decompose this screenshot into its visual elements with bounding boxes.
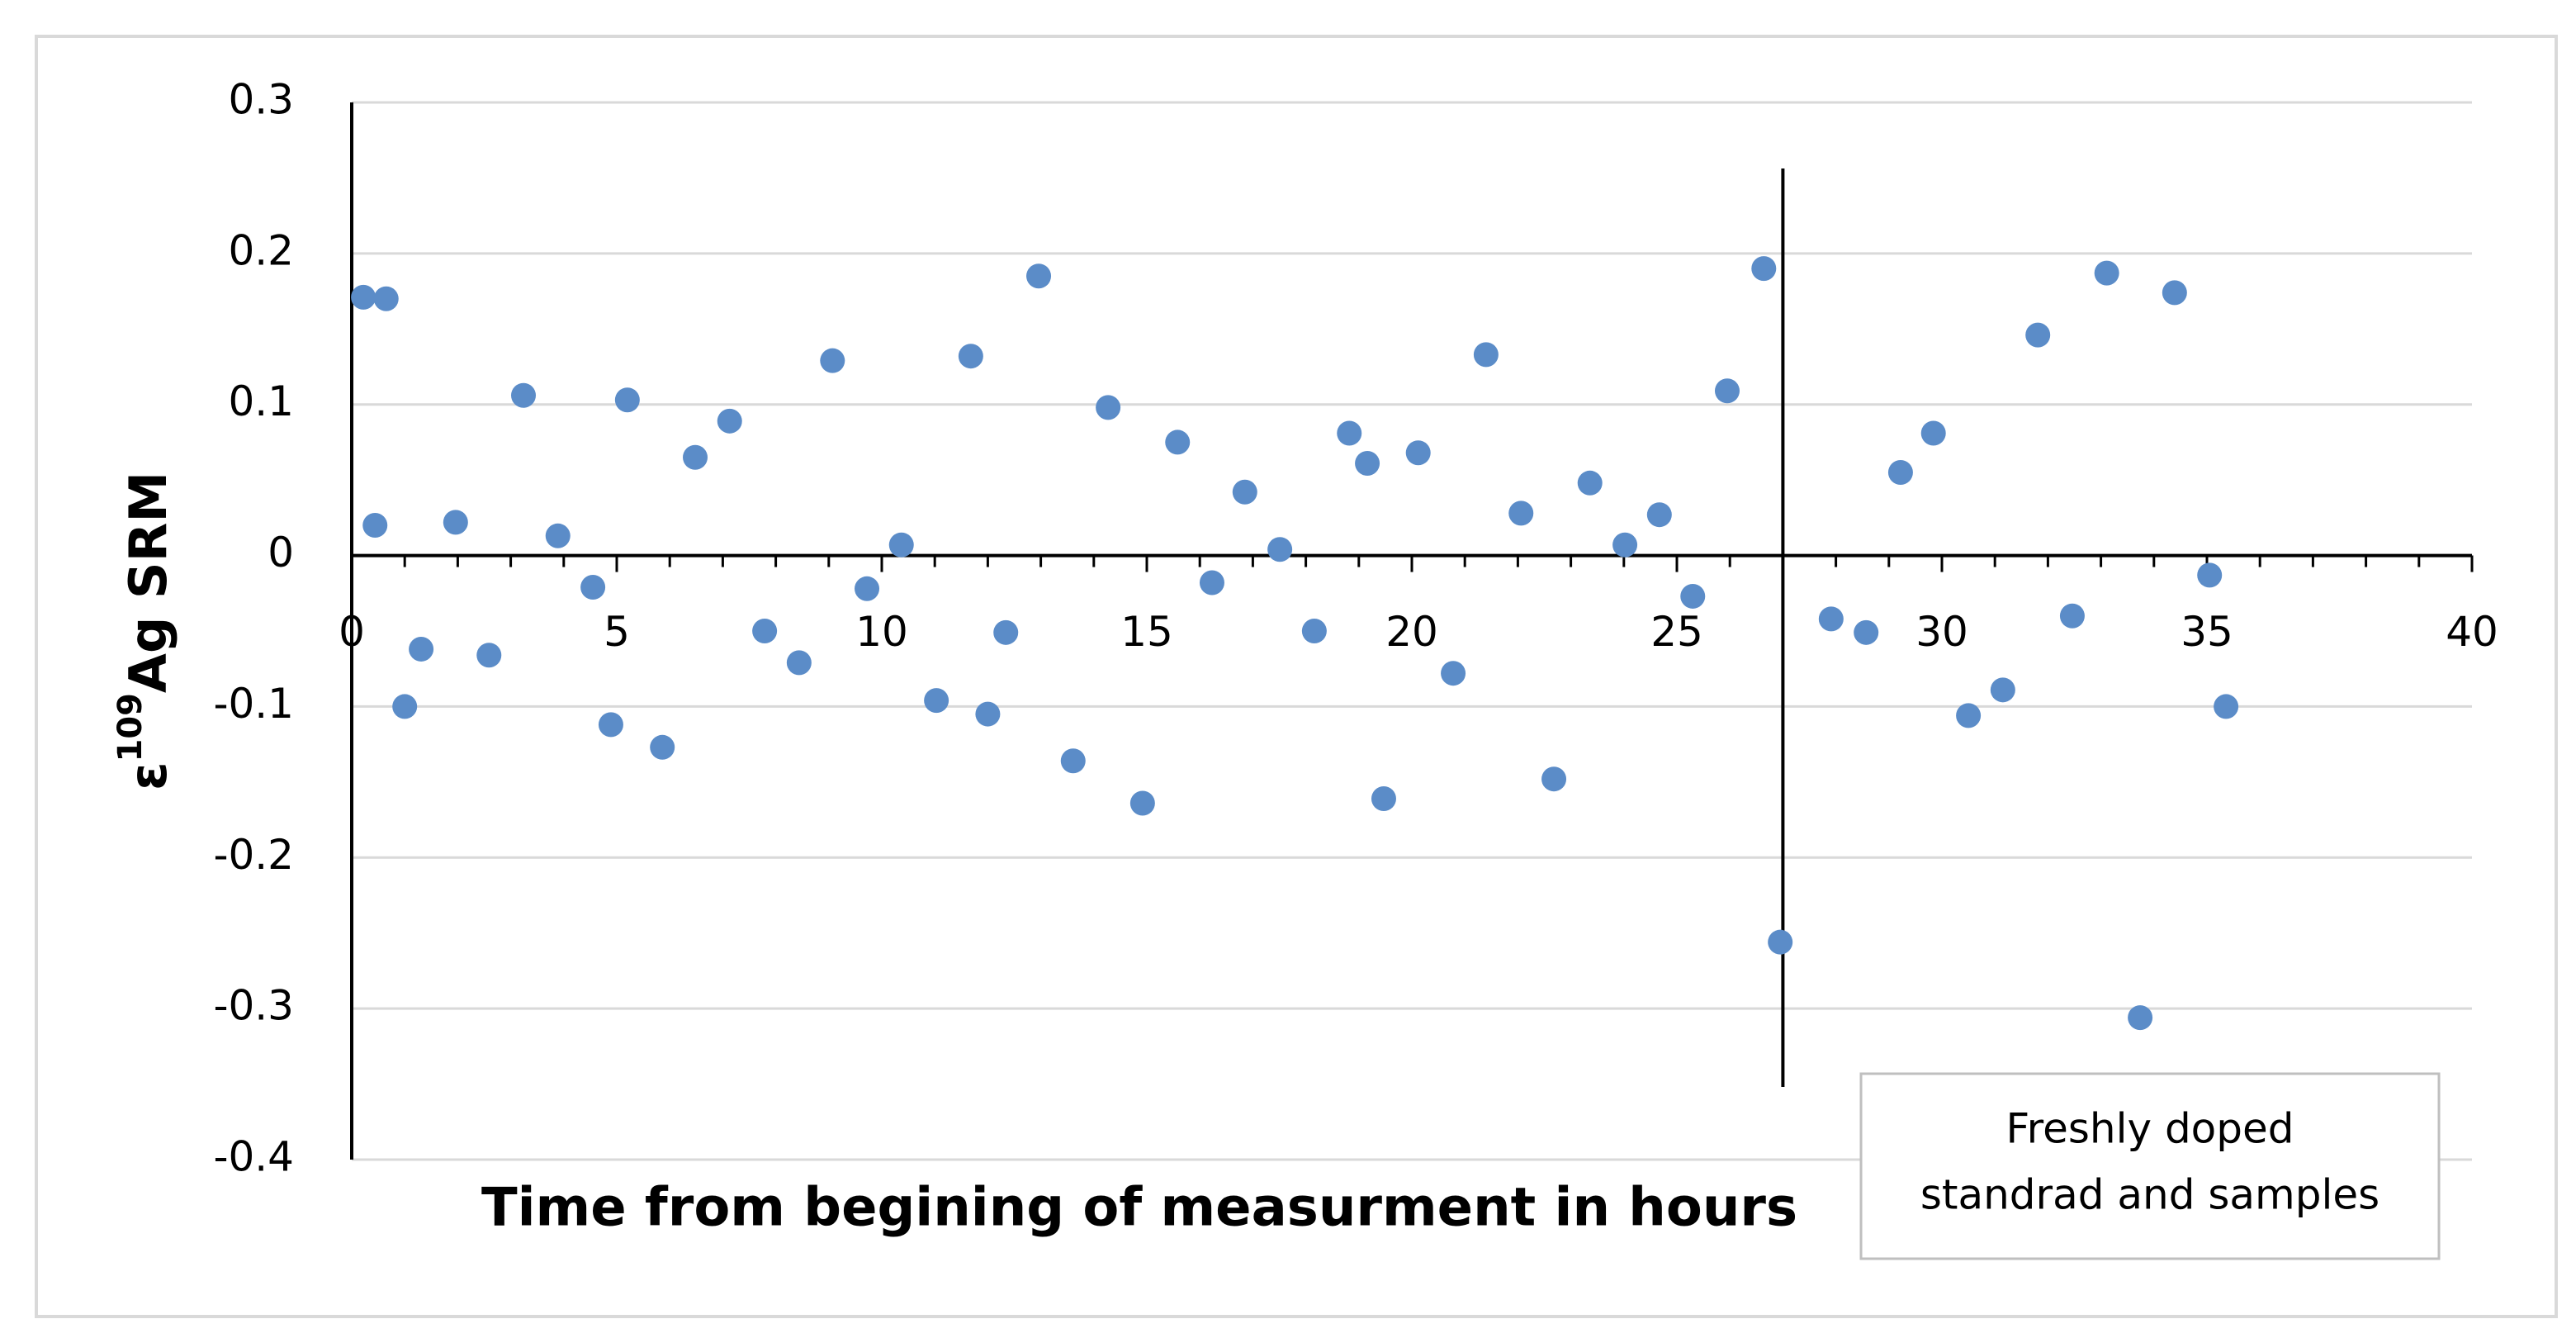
point — [362, 513, 388, 538]
point — [1371, 785, 1396, 811]
point — [752, 619, 778, 643]
point — [1508, 501, 1534, 526]
x-axis-label: Time from begining of measurment in hour… — [481, 1178, 1797, 1239]
point — [2214, 694, 2239, 719]
y-tick-label: -0.3 — [213, 982, 294, 1030]
point — [373, 286, 399, 311]
x-tick-label: 40 — [2446, 608, 2498, 656]
x-tick-label: 0 — [339, 608, 365, 656]
point — [888, 532, 914, 558]
x-tick-label: 25 — [1650, 608, 1703, 656]
annotation-box — [1859, 1072, 2441, 1260]
y-tick-label: 0 — [268, 529, 294, 576]
point — [614, 387, 640, 413]
point — [1751, 256, 1777, 282]
y-tick-label: -0.4 — [213, 1133, 294, 1181]
point — [2128, 1005, 2153, 1031]
y-label-superscript: 109 — [111, 693, 149, 762]
point — [1026, 263, 1052, 289]
x-tick-label: 20 — [1385, 608, 1438, 656]
point — [351, 284, 376, 310]
x-tick-label: 35 — [2181, 608, 2233, 656]
y-label-suffix: Ag SRM — [118, 472, 178, 693]
point — [1232, 479, 1257, 505]
point — [1405, 440, 1431, 466]
point — [1646, 502, 1672, 528]
y-tick-label: -0.2 — [213, 831, 294, 879]
point — [1920, 420, 1946, 446]
point — [1096, 395, 1121, 420]
point — [1887, 460, 1913, 485]
point — [2162, 280, 2187, 306]
point — [683, 444, 708, 470]
point — [1165, 429, 1191, 455]
y-tick-label: -0.1 — [213, 680, 294, 728]
point — [545, 523, 571, 548]
point — [598, 712, 623, 738]
point — [1301, 619, 1327, 643]
point — [786, 650, 812, 676]
point — [409, 636, 434, 662]
y-tick-label: 0.2 — [228, 226, 294, 274]
point — [580, 574, 606, 600]
point — [2025, 322, 2051, 348]
x-tick-label: 10 — [855, 608, 908, 656]
axes: -0.4 -0.3 -0.2 -0.1 0 0.1 0.2 0.3 0 5 10 15 20 25 30 35… — [213, 76, 2498, 1181]
point — [1129, 790, 1155, 816]
point — [1441, 661, 1466, 686]
point — [2197, 562, 2223, 588]
point — [1337, 420, 1362, 446]
point — [1267, 537, 1293, 562]
point — [392, 694, 418, 719]
point — [975, 701, 1001, 727]
point — [855, 576, 880, 601]
point — [476, 643, 502, 668]
point — [1060, 748, 1086, 774]
point — [1355, 451, 1380, 477]
point — [1818, 606, 1844, 632]
point — [1680, 583, 1706, 609]
point — [2094, 260, 2119, 286]
y-label-prefix: ε — [118, 762, 178, 791]
point — [2059, 603, 2085, 629]
point — [1854, 619, 1879, 645]
point — [1956, 703, 1982, 728]
x-tick-label: 30 — [1915, 608, 1968, 656]
point — [993, 619, 1019, 645]
point — [717, 408, 742, 434]
points — [351, 256, 2239, 1031]
x-tick-label: 5 — [604, 608, 630, 656]
x-tick-label: 15 — [1120, 608, 1173, 656]
point — [1714, 378, 1740, 404]
point — [1990, 677, 2015, 703]
point — [1199, 570, 1224, 595]
point — [650, 734, 675, 760]
point — [1473, 342, 1499, 368]
y-tick-label: 0.1 — [228, 377, 294, 425]
point — [1541, 766, 1567, 792]
point — [924, 688, 949, 714]
point — [1612, 532, 1638, 558]
annotation-line: Freshly doped — [2005, 1105, 2294, 1153]
point — [820, 348, 845, 373]
point — [443, 510, 468, 535]
y-tick-label: 0.3 — [228, 76, 294, 124]
point — [1768, 929, 1793, 955]
y-axis-label: ε109Ag SRM — [111, 472, 178, 790]
point — [511, 382, 537, 408]
annotation-line: standrad and samples — [1920, 1171, 2379, 1219]
point — [958, 344, 983, 369]
point — [1577, 470, 1603, 496]
